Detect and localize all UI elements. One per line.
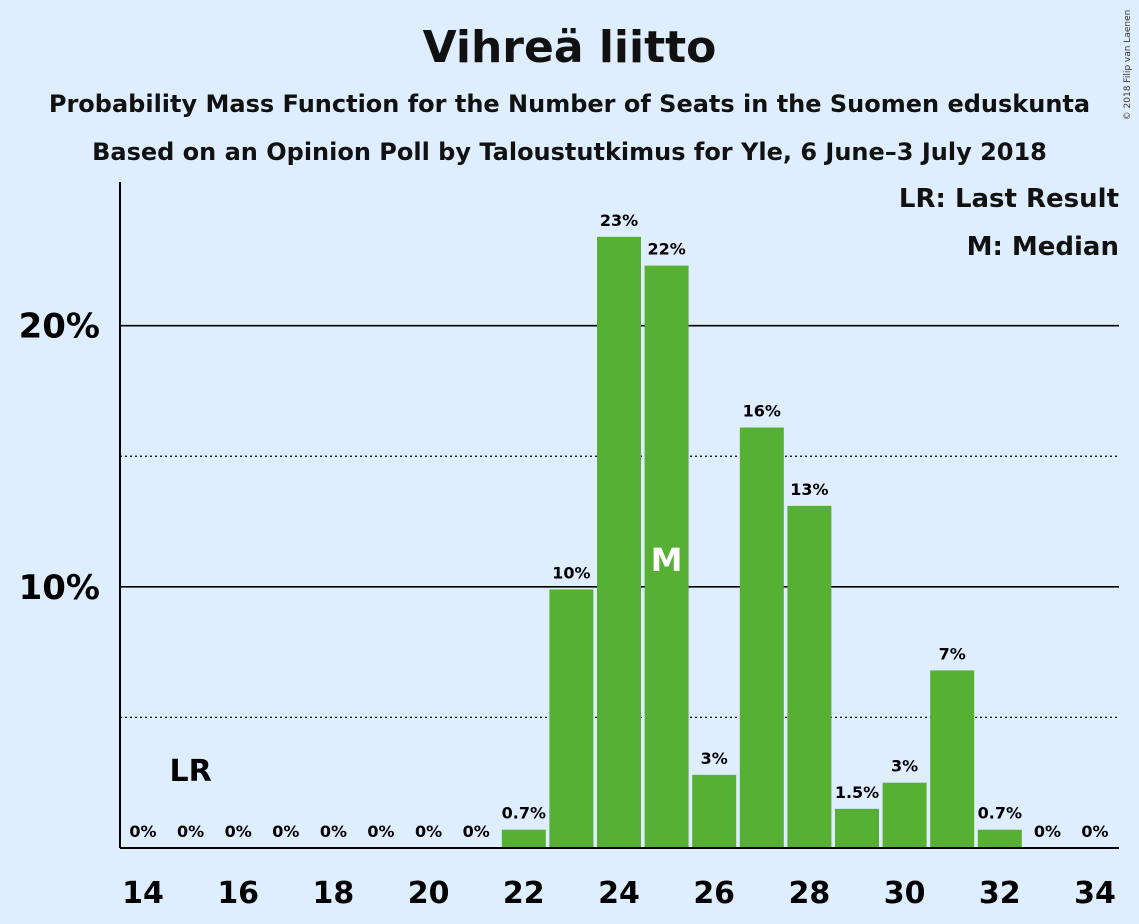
bar (644, 265, 689, 848)
bar (787, 505, 832, 848)
bar (835, 808, 879, 848)
bar (977, 829, 1022, 848)
data-label: 0% (225, 822, 252, 841)
data-label: 0% (367, 822, 394, 841)
x-tick-label: 14 (122, 876, 164, 911)
data-label: 0.7% (502, 804, 546, 823)
data-label: 1.5% (835, 783, 879, 802)
last-result-marker: LR (169, 754, 211, 789)
data-label: 0% (415, 822, 442, 841)
x-tick-label: 32 (979, 876, 1021, 911)
data-label: 0% (1081, 822, 1108, 841)
chart-title: Vihreä liitto (422, 22, 717, 73)
median-marker: M (651, 541, 683, 579)
x-tick-label: 20 (408, 876, 450, 911)
legend-last-result: LR: Last Result (898, 184, 1119, 214)
data-label: 16% (743, 402, 781, 421)
bar (549, 589, 594, 848)
bar (930, 670, 975, 848)
bar (882, 782, 927, 848)
data-label: 0% (177, 822, 204, 841)
legend-median: M: Median (966, 232, 1119, 262)
data-label: 7% (939, 644, 966, 663)
chart-subtitle-2: Based on an Opinion Poll by Taloustutkim… (92, 138, 1047, 166)
data-label: 10% (552, 563, 590, 582)
bar (597, 236, 641, 849)
bar (692, 774, 737, 848)
x-tick-label: 26 (693, 876, 735, 911)
x-tick-label: 30 (884, 876, 926, 911)
data-label: 3% (701, 749, 728, 768)
y-tick-label: 10% (19, 568, 100, 608)
data-label: 0% (1034, 822, 1061, 841)
x-tick-label: 18 (313, 876, 355, 911)
x-tick-label: 28 (789, 876, 831, 911)
bar (501, 829, 546, 848)
data-label: 13% (790, 480, 828, 499)
x-tick-label: 34 (1074, 876, 1116, 911)
data-label: 22% (647, 240, 685, 259)
data-label: 0% (272, 822, 299, 841)
y-tick-label: 20% (19, 307, 100, 347)
x-tick-label: 22 (503, 876, 545, 911)
data-label: 3% (891, 757, 918, 776)
x-tick-label: 16 (217, 876, 259, 911)
x-tick-label: 24 (598, 876, 640, 911)
data-label: 0% (129, 822, 156, 841)
data-label: 0.7% (978, 804, 1022, 823)
data-label: 0% (320, 822, 347, 841)
data-label: 23% (600, 211, 638, 230)
bar (739, 427, 784, 848)
data-label: 0% (463, 822, 490, 841)
chart-subtitle-1: Probability Mass Function for the Number… (48, 90, 1091, 118)
